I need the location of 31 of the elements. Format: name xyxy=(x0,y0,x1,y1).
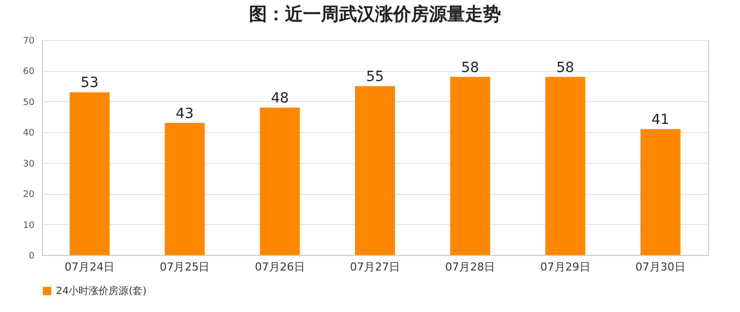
data-label: 48 xyxy=(270,90,289,107)
bar xyxy=(640,129,680,255)
x-tick-label: 07月25日 xyxy=(160,260,210,274)
bar xyxy=(450,76,490,255)
x-tick-label: 07月30日 xyxy=(635,260,686,274)
y-tick-label: 60 xyxy=(23,67,35,78)
data-label: 43 xyxy=(176,106,194,122)
legend-label: 24小时涨价房源(套) xyxy=(56,285,147,297)
y-tick-label: 70 xyxy=(23,36,35,46)
data-label: 41 xyxy=(652,112,670,128)
data-label: 55 xyxy=(366,69,384,86)
data-label: 58 xyxy=(461,60,480,76)
bar xyxy=(164,122,205,255)
data-label: 53 xyxy=(80,75,98,92)
x-tick-label: 07月29日 xyxy=(540,260,590,274)
bar xyxy=(70,92,110,255)
bar xyxy=(260,108,300,255)
x-tick-label: 07月26日 xyxy=(254,260,305,274)
x-tick-label: 07月24日 xyxy=(64,260,115,274)
bar xyxy=(355,86,395,255)
x-tick-label: 07月28日 xyxy=(445,260,496,274)
x-tick-label: 07月27日 xyxy=(350,260,400,274)
y-tick-label: 40 xyxy=(23,128,35,139)
data-label: 58 xyxy=(556,60,574,76)
y-tick-label: 50 xyxy=(23,98,35,108)
y-tick-label: 30 xyxy=(23,159,35,170)
chart-title: 图：近一周武汉涨价房源量走势 xyxy=(249,4,501,25)
y-tick-label: 0 xyxy=(28,252,35,262)
y-tick-label: 20 xyxy=(23,190,35,200)
y-tick-label: 10 xyxy=(23,220,35,231)
bar xyxy=(545,76,586,255)
